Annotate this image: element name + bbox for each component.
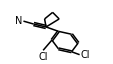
Text: Cl: Cl bbox=[80, 50, 89, 60]
Text: N: N bbox=[15, 16, 22, 26]
Text: Cl: Cl bbox=[38, 52, 47, 62]
